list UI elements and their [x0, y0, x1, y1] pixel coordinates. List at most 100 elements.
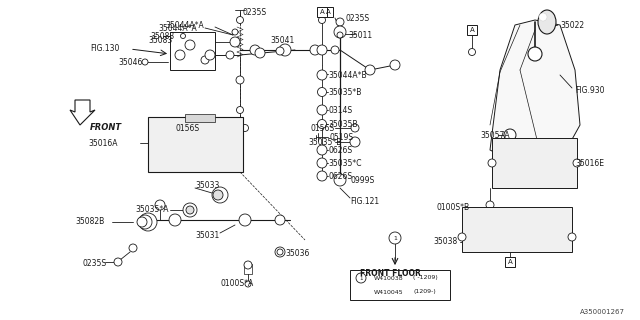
- Text: A: A: [470, 27, 474, 33]
- Circle shape: [236, 76, 244, 84]
- Bar: [170, 32, 215, 70]
- Circle shape: [114, 258, 122, 266]
- Text: A: A: [326, 9, 330, 15]
- Circle shape: [212, 187, 228, 203]
- Bar: [492, 138, 577, 188]
- Text: (1209-): (1209-): [413, 290, 436, 294]
- Circle shape: [185, 40, 195, 50]
- Text: A: A: [319, 9, 324, 15]
- Circle shape: [275, 215, 285, 225]
- Text: 35033: 35033: [195, 180, 220, 189]
- Circle shape: [255, 48, 265, 58]
- Text: 35046: 35046: [118, 58, 142, 67]
- Text: A350001267: A350001267: [580, 309, 625, 315]
- Circle shape: [279, 44, 291, 56]
- Text: ( -1209): ( -1209): [413, 276, 438, 281]
- Circle shape: [317, 105, 327, 115]
- Bar: [505, 257, 515, 267]
- Text: 0156S: 0156S: [310, 124, 334, 132]
- Text: FIG.121: FIG.121: [350, 197, 379, 206]
- Circle shape: [275, 247, 285, 257]
- Circle shape: [317, 171, 327, 181]
- Text: 35036: 35036: [285, 250, 309, 259]
- Circle shape: [331, 46, 339, 54]
- Circle shape: [504, 129, 516, 141]
- Circle shape: [390, 60, 400, 70]
- Text: 35041: 35041: [270, 36, 294, 44]
- Circle shape: [468, 49, 476, 55]
- Text: 35035*B: 35035*B: [308, 138, 341, 147]
- Text: 35035*B: 35035*B: [328, 87, 362, 97]
- Text: 0519S: 0519S: [329, 132, 353, 141]
- Circle shape: [237, 107, 243, 114]
- Circle shape: [528, 47, 542, 61]
- Circle shape: [486, 201, 494, 209]
- Text: 35083: 35083: [150, 31, 174, 41]
- Circle shape: [230, 37, 240, 47]
- Circle shape: [175, 50, 185, 60]
- Circle shape: [317, 119, 326, 129]
- Circle shape: [568, 233, 576, 241]
- Text: 35035*C: 35035*C: [328, 158, 362, 167]
- Circle shape: [180, 34, 186, 38]
- Text: 35044A*A: 35044A*A: [158, 23, 196, 33]
- Bar: [244, 264, 252, 274]
- Circle shape: [250, 45, 260, 55]
- Text: 0235S: 0235S: [345, 13, 369, 22]
- Circle shape: [356, 273, 366, 283]
- Circle shape: [186, 206, 194, 214]
- Text: 35044A*B: 35044A*B: [328, 70, 367, 79]
- Text: 35082B: 35082B: [75, 218, 104, 227]
- Text: 1: 1: [393, 236, 397, 241]
- Text: A: A: [508, 259, 513, 265]
- Circle shape: [317, 70, 327, 80]
- Text: W410038: W410038: [374, 276, 404, 281]
- Text: 0100S*A: 0100S*A: [220, 279, 253, 289]
- Circle shape: [183, 203, 197, 217]
- Circle shape: [336, 18, 344, 26]
- Circle shape: [232, 29, 238, 35]
- Circle shape: [317, 145, 327, 155]
- Circle shape: [334, 26, 346, 38]
- Circle shape: [245, 281, 251, 287]
- Circle shape: [351, 124, 359, 132]
- Circle shape: [137, 217, 147, 227]
- Circle shape: [317, 158, 327, 168]
- Text: 35083: 35083: [148, 36, 172, 44]
- Text: 35035*A: 35035*A: [135, 205, 168, 214]
- Circle shape: [129, 244, 137, 252]
- Polygon shape: [490, 20, 580, 162]
- Text: 35044A*A: 35044A*A: [165, 20, 204, 29]
- Circle shape: [276, 47, 284, 55]
- Polygon shape: [70, 100, 95, 125]
- Circle shape: [244, 261, 252, 269]
- Bar: [462, 207, 572, 252]
- Bar: [467, 25, 477, 35]
- Bar: [350, 270, 450, 300]
- Text: 0235S: 0235S: [242, 7, 266, 17]
- Circle shape: [139, 213, 157, 231]
- Text: 0626S: 0626S: [328, 172, 352, 180]
- Circle shape: [389, 232, 401, 244]
- Circle shape: [350, 137, 360, 147]
- Bar: [323, 7, 333, 17]
- Circle shape: [142, 59, 148, 65]
- Circle shape: [317, 45, 327, 55]
- Circle shape: [201, 56, 209, 64]
- Ellipse shape: [538, 10, 556, 34]
- Text: 0156S: 0156S: [175, 124, 199, 132]
- Text: FIG.930: FIG.930: [575, 85, 605, 94]
- Bar: [148, 117, 243, 172]
- Circle shape: [169, 214, 181, 226]
- Text: 0235S: 0235S: [82, 260, 106, 268]
- Text: FRONT FLOOR: FRONT FLOOR: [360, 269, 421, 278]
- Circle shape: [365, 65, 375, 75]
- Text: 35038: 35038: [434, 237, 458, 246]
- Text: 35011: 35011: [348, 30, 372, 39]
- Text: 35016E: 35016E: [575, 158, 604, 167]
- Circle shape: [573, 159, 581, 167]
- Text: 0999S: 0999S: [350, 175, 374, 185]
- Circle shape: [334, 174, 346, 186]
- Text: FRONT: FRONT: [90, 123, 122, 132]
- Text: FIG.130: FIG.130: [90, 44, 120, 52]
